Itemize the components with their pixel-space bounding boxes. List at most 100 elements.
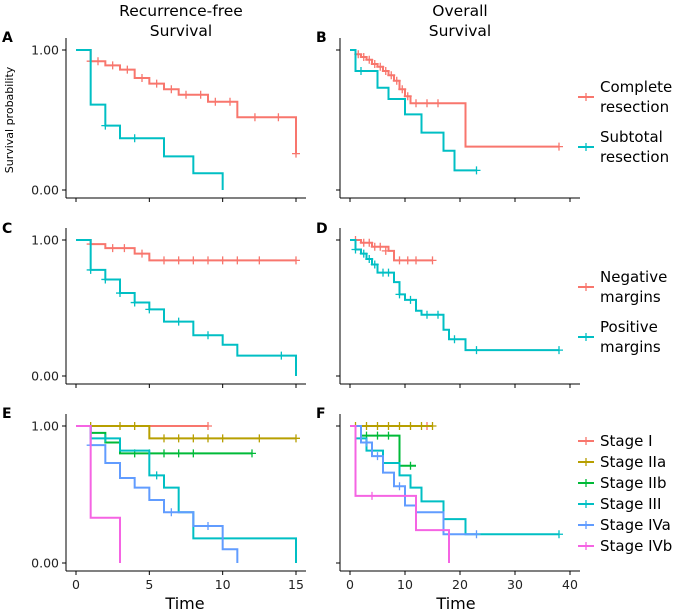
censor-mark bbox=[555, 346, 563, 355]
censor-mark bbox=[123, 65, 132, 74]
x-axis-label-rfs: Time bbox=[164, 594, 204, 612]
legend-entry: Stage IVa bbox=[578, 516, 671, 534]
censor-mark bbox=[365, 238, 374, 247]
panel-label-c: C bbox=[2, 221, 12, 237]
censor-mark bbox=[174, 256, 183, 265]
censor-mark bbox=[362, 422, 371, 430]
y-tick-label: 1.00 bbox=[31, 233, 59, 248]
censor-mark bbox=[255, 434, 264, 443]
legend-entry: Positive margins bbox=[578, 318, 661, 356]
censor-mark bbox=[406, 422, 415, 430]
legend-label: Stage III bbox=[600, 495, 661, 513]
series-subtotal-resection bbox=[76, 49, 224, 190]
km-step-curve bbox=[76, 425, 297, 563]
km-step-curve bbox=[76, 239, 296, 262]
x-axis-label-os: Time bbox=[435, 594, 475, 612]
km-step-curve bbox=[350, 49, 477, 172]
censor-mark bbox=[373, 452, 382, 461]
censor-mark bbox=[255, 256, 264, 265]
legend-resection: Complete resection Subtotal resection bbox=[578, 78, 672, 166]
x-tick-label: 30 bbox=[507, 577, 523, 592]
censor-mark bbox=[423, 310, 431, 319]
censor-mark bbox=[395, 256, 404, 265]
series-stage-ivb bbox=[350, 425, 450, 563]
km-step-curve bbox=[76, 425, 121, 563]
censor-mark bbox=[94, 57, 102, 66]
censor-mark bbox=[365, 55, 374, 64]
censor-mark bbox=[182, 90, 190, 99]
censor-mark bbox=[108, 244, 117, 253]
censor-mark bbox=[250, 113, 259, 122]
censor-mark bbox=[403, 256, 412, 265]
x-tick-label: 0 bbox=[346, 577, 354, 592]
censor-mark bbox=[218, 256, 227, 265]
x-tick-label: 0 bbox=[72, 577, 80, 592]
censor-mark bbox=[196, 90, 205, 99]
censor-mark bbox=[211, 97, 220, 106]
x-tick-label: 40 bbox=[562, 577, 578, 592]
x-tick-label: 15 bbox=[288, 577, 304, 592]
km-step-curve bbox=[350, 239, 559, 352]
y-tick-label: 1.00 bbox=[31, 419, 59, 434]
censor-mark bbox=[204, 256, 212, 265]
series-negative-margins bbox=[76, 239, 300, 265]
censor-mark bbox=[359, 53, 368, 61]
censor-mark bbox=[152, 79, 161, 88]
censor-mark bbox=[145, 305, 154, 314]
censor-mark bbox=[174, 434, 183, 443]
censor-mark bbox=[381, 67, 390, 75]
censor-mark bbox=[395, 290, 404, 299]
series-negative-margins bbox=[350, 236, 437, 265]
censor-mark bbox=[292, 434, 300, 443]
x-tick-label: 5 bbox=[145, 577, 153, 592]
censor-mark bbox=[160, 449, 168, 458]
panel-label-b: B bbox=[316, 30, 327, 46]
censor-mark bbox=[434, 99, 442, 108]
series-stage-iia bbox=[350, 422, 437, 430]
km-step-curve bbox=[76, 425, 239, 563]
legend-label: Negative bbox=[600, 268, 667, 286]
y-tick-label: 1.00 bbox=[31, 43, 59, 58]
censor-mark bbox=[472, 346, 481, 355]
censor-mark bbox=[174, 449, 183, 458]
legend-label: Subtotal bbox=[600, 128, 663, 146]
series-positive-margins bbox=[350, 239, 563, 355]
censor-mark bbox=[412, 99, 420, 108]
censor-mark bbox=[406, 461, 415, 470]
censor-mark bbox=[387, 71, 396, 80]
censor-mark bbox=[434, 310, 442, 319]
legend-entry: Stage IIb bbox=[578, 474, 666, 492]
series-stage-iia bbox=[76, 422, 300, 443]
legend-label: Complete bbox=[600, 78, 672, 96]
legend-entry: Subtotal resection bbox=[578, 128, 669, 166]
censor-mark bbox=[116, 422, 124, 430]
censor-mark bbox=[423, 99, 431, 108]
censor-mark bbox=[292, 149, 300, 158]
censor-mark bbox=[204, 434, 212, 443]
censor-mark bbox=[120, 244, 129, 253]
panel-d-os-margins bbox=[336, 228, 580, 388]
censor-mark bbox=[204, 331, 212, 340]
censor-mark bbox=[167, 508, 176, 517]
title-os-line2: Survival bbox=[429, 22, 492, 40]
series-complete-resection bbox=[76, 49, 300, 158]
panel-a-rfs-resection: 0.00 1.00 bbox=[31, 38, 306, 202]
censor-mark bbox=[204, 522, 212, 531]
censor-mark bbox=[555, 142, 563, 151]
x-tick-label: 10 bbox=[215, 577, 231, 592]
censor-mark bbox=[130, 134, 139, 143]
series-stage-iii bbox=[76, 425, 297, 563]
legend-entry: Stage IIa bbox=[578, 453, 666, 471]
censor-mark bbox=[130, 298, 139, 307]
censor-mark bbox=[277, 351, 286, 360]
censor-mark bbox=[167, 85, 176, 94]
panel-label-f: F bbox=[316, 406, 326, 422]
series-subtotal-resection bbox=[350, 49, 481, 175]
censor-mark bbox=[472, 530, 481, 539]
censor-mark bbox=[395, 422, 404, 430]
censor-mark bbox=[368, 491, 376, 500]
censor-mark bbox=[292, 256, 300, 265]
km-step-curve bbox=[350, 49, 559, 148]
censor-mark bbox=[116, 289, 124, 298]
censor-mark bbox=[86, 265, 95, 274]
